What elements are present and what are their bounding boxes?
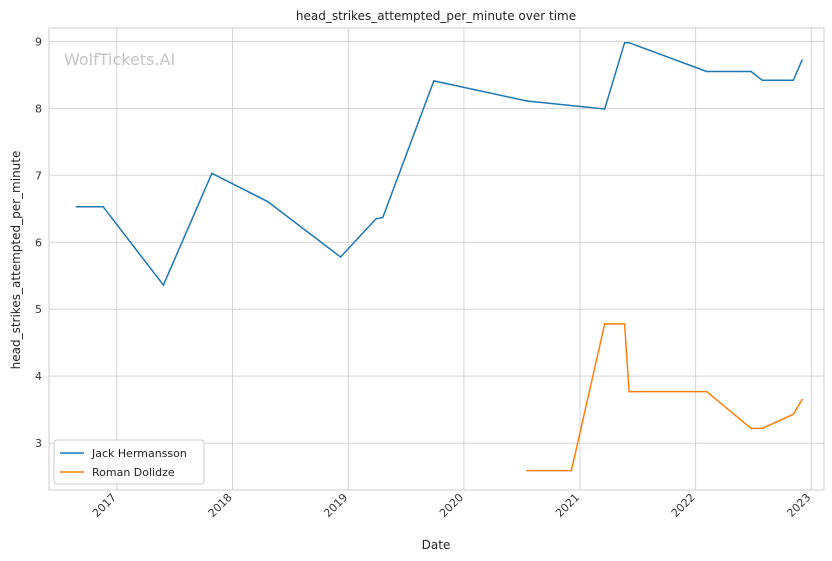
data-point-jack-hermansson-0	[75, 205, 78, 208]
series-lines	[75, 41, 803, 472]
data-point-jack-hermansson-8	[433, 80, 435, 82]
data-point-jack-hermansson-2	[162, 284, 165, 286]
data-point-roman-dolidze-0	[526, 469, 528, 472]
data-point-jack-hermansson-11	[623, 41, 626, 44]
y-tick-label-5: 5	[35, 303, 42, 316]
data-point-jack-hermansson-3	[211, 172, 213, 175]
y-axis-title: head_strikes_attempted_per_minute	[9, 151, 23, 370]
data-point-jack-hermansson-6	[375, 218, 377, 220]
data-point-jack-hermansson-10	[603, 108, 606, 110]
legend-label-roman-dolidze: Roman Dolidze	[92, 466, 175, 479]
data-point-jack-hermansson-5	[339, 256, 342, 258]
y-tick-label-7: 7	[35, 169, 42, 182]
y-tick-label-8: 8	[35, 102, 42, 115]
data-point-jack-hermansson-17	[801, 59, 803, 61]
x-axis-title: Date	[422, 538, 451, 552]
y-tick-label-9: 9	[35, 35, 42, 48]
data-point-roman-dolidze-7	[761, 427, 763, 430]
legend: Jack Hermansson Roman Dolidze	[53, 439, 205, 485]
data-point-roman-dolidze-1	[570, 469, 573, 472]
data-point-jack-hermansson-7	[381, 216, 384, 219]
series-line-roman-dolidze	[527, 323, 803, 472]
y-tick-label-4: 4	[35, 370, 42, 383]
data-point-roman-dolidze-8	[792, 413, 795, 416]
data-point-roman-dolidze-4	[628, 390, 630, 393]
chart-title: head_strikes_attempted_per_minute over t…	[296, 9, 576, 23]
grid-lines	[49, 28, 824, 490]
watermark-text: WolfTickets.AI	[64, 50, 175, 69]
legend-label-jack-hermansson: Jack Hermansson	[91, 447, 187, 460]
data-point-roman-dolidze-5	[705, 390, 708, 393]
data-point-jack-hermansson-15	[761, 79, 763, 82]
data-point-jack-hermansson-13	[705, 70, 708, 73]
data-point-roman-dolidze-9	[801, 398, 803, 401]
y-tick-label-6: 6	[35, 236, 42, 249]
plot-area-frame	[48, 27, 825, 491]
data-point-jack-hermansson-12	[628, 41, 630, 44]
data-point-roman-dolidze-6	[750, 427, 752, 430]
data-point-jack-hermansson-16	[792, 79, 795, 82]
legend-box	[53, 439, 205, 485]
data-point-jack-hermansson-4	[266, 200, 269, 203]
y-tick-label-3: 3	[35, 437, 42, 450]
data-point-jack-hermansson-14	[750, 70, 752, 73]
data-point-jack-hermansson-9	[526, 100, 528, 102]
series-line-jack-hermansson	[76, 41, 803, 286]
data-point-roman-dolidze-3	[623, 323, 626, 325]
data-point-roman-dolidze-2	[603, 323, 606, 325]
data-point-jack-hermansson-1	[102, 205, 105, 208]
